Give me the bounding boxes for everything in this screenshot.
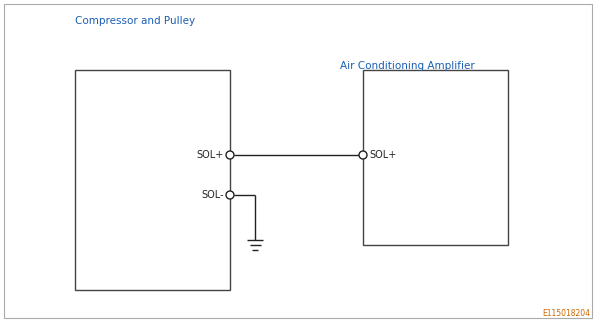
Circle shape bbox=[359, 151, 367, 159]
Text: Air Conditioning Amplifier: Air Conditioning Amplifier bbox=[340, 61, 475, 71]
Circle shape bbox=[226, 151, 234, 159]
Text: SOL+: SOL+ bbox=[197, 150, 224, 160]
Circle shape bbox=[226, 191, 234, 199]
Text: SOL-: SOL- bbox=[201, 190, 224, 200]
Text: SOL+: SOL+ bbox=[369, 150, 396, 160]
Bar bbox=[75, 70, 230, 290]
Text: E115018204: E115018204 bbox=[542, 309, 590, 318]
Bar bbox=[363, 70, 508, 245]
Text: Compressor and Pulley: Compressor and Pulley bbox=[75, 16, 195, 26]
